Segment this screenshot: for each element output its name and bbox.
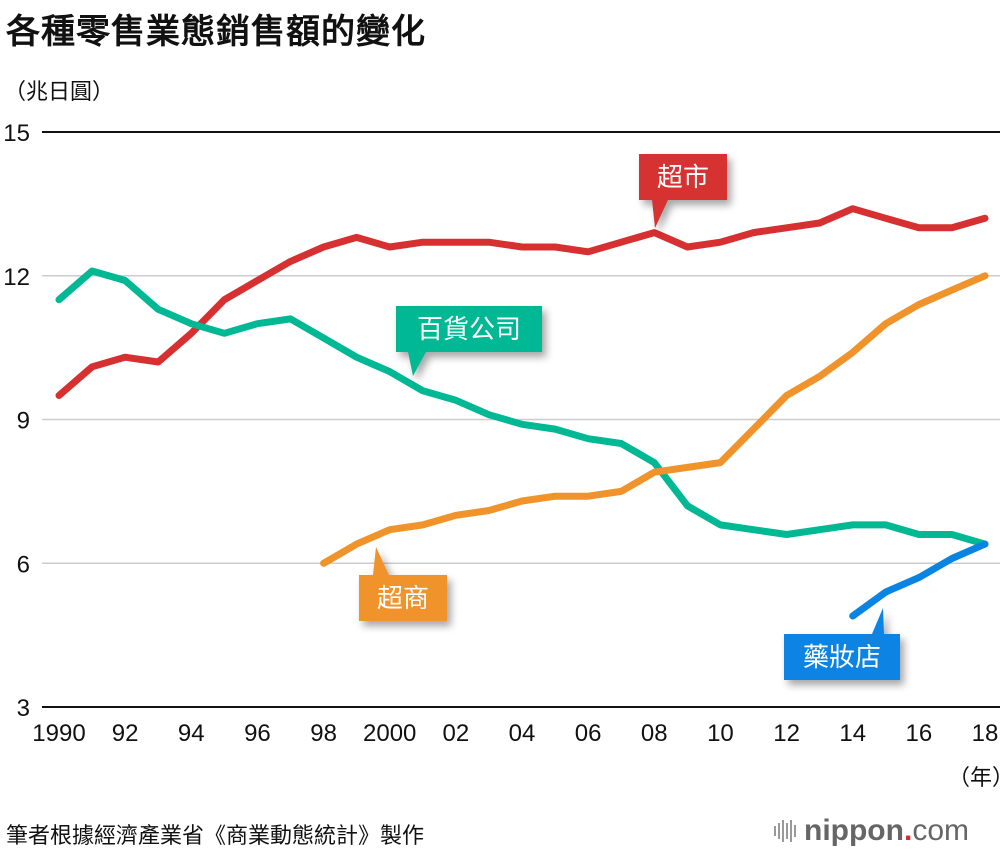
x-tick-label: 06 xyxy=(575,720,602,747)
callout-pointer xyxy=(408,352,426,376)
x-tick-label: 08 xyxy=(641,720,668,747)
x-tick-label: 16 xyxy=(906,720,933,747)
x-tick-label: 96 xyxy=(244,720,271,747)
x-axis-unit-label: （年） xyxy=(948,765,1000,790)
y-tick-label: 3 xyxy=(17,695,30,722)
x-tick-label: 92 xyxy=(112,720,139,747)
x-tick-label: 14 xyxy=(839,720,866,747)
callout-box xyxy=(396,306,542,352)
chart-title: 各種零售業態銷售額的變化 xyxy=(6,13,426,51)
series-label: 超市 xyxy=(657,162,709,192)
x-tick-label: 1990 xyxy=(32,720,85,747)
series-line-3 xyxy=(849,540,989,620)
x-tick-label: 02 xyxy=(443,720,470,747)
y-tick-label: 9 xyxy=(17,408,30,435)
source-note: 筆者根據經濟產業省《商業動態統計》製作 xyxy=(6,823,425,848)
x-tick-label: 98 xyxy=(310,720,337,747)
series-line-1 xyxy=(55,267,989,548)
x-tick-label: 18 xyxy=(972,720,999,747)
callout-pointer xyxy=(652,200,668,228)
series-callout-0 xyxy=(639,154,727,228)
sound-wave-icon xyxy=(774,820,796,842)
series-callout-3 xyxy=(784,608,900,680)
logo-name: nippon xyxy=(804,814,904,847)
series-line-0 xyxy=(55,205,989,399)
y-tick-label: 12 xyxy=(3,264,30,291)
y-tick-label: 15 xyxy=(3,120,30,147)
y-axis-unit-label: （兆日圓） xyxy=(4,79,115,104)
series-callout-1 xyxy=(396,306,542,376)
series-label: 藥妝店 xyxy=(803,642,881,672)
x-tick-label: 04 xyxy=(509,720,536,747)
series-callout-2 xyxy=(359,547,447,621)
series-line-2 xyxy=(320,272,989,567)
series-label: 百貨公司 xyxy=(417,314,521,344)
logo-suffix: com xyxy=(912,814,969,847)
x-tick-label: 12 xyxy=(773,720,800,747)
callout-pointer xyxy=(872,608,884,634)
x-tick-label: 10 xyxy=(707,720,734,747)
callout-box xyxy=(784,634,900,680)
y-tick-label: 6 xyxy=(17,551,30,578)
callout-box xyxy=(639,154,727,200)
logo-dot: . xyxy=(903,814,913,847)
x-tick-label: 94 xyxy=(178,720,205,747)
x-tick-label: 2000 xyxy=(363,720,416,747)
nippon-logo: nippon. com xyxy=(774,814,969,848)
callout-pointer xyxy=(373,547,389,575)
series-label: 超商 xyxy=(377,583,429,613)
callout-box xyxy=(359,575,447,621)
